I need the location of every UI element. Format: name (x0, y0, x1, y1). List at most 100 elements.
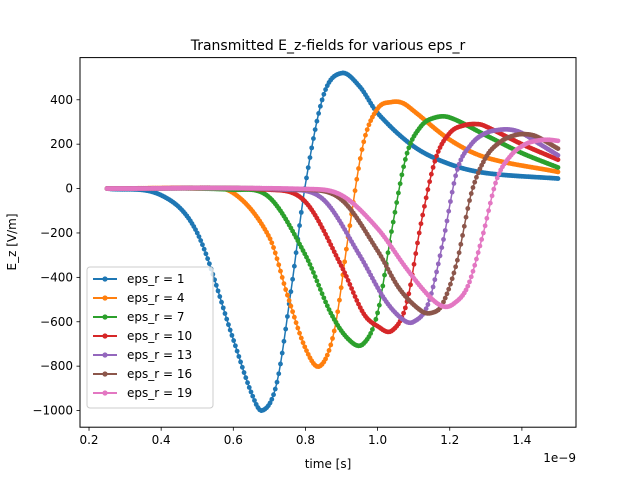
data-point (370, 327, 375, 332)
data-point (305, 165, 311, 171)
data-point (307, 155, 313, 161)
legend-item: eps_r = 19 (93, 386, 192, 400)
data-point (298, 209, 304, 215)
data-point (309, 266, 315, 271)
data-point (311, 270, 316, 275)
data-point (366, 122, 372, 128)
legend-marker (102, 333, 108, 339)
data-point (472, 262, 478, 268)
data-point (246, 385, 252, 390)
data-point (357, 156, 363, 161)
data-point (227, 327, 233, 333)
data-point (382, 272, 387, 278)
data-point (416, 230, 422, 236)
legend-marker (102, 295, 108, 301)
data-point (428, 171, 434, 177)
data-point (375, 310, 380, 316)
legend-label: eps_r = 13 (127, 348, 192, 362)
data-point (354, 176, 360, 182)
data-point (243, 375, 249, 381)
data-point (252, 398, 257, 403)
legend-label: eps_r = 16 (127, 367, 192, 381)
data-point (352, 188, 358, 194)
data-point (276, 262, 282, 268)
data-point (291, 314, 297, 320)
legend-label: eps_r = 7 (127, 310, 185, 324)
data-point (356, 166, 361, 171)
data-point (484, 215, 490, 221)
data-point (468, 274, 474, 280)
x-tick-label: 0.2 (79, 433, 98, 447)
data-point (396, 190, 401, 196)
data-point (435, 261, 441, 267)
data-point (468, 191, 474, 196)
data-point (444, 291, 450, 297)
data-point (283, 287, 289, 292)
data-point (324, 303, 330, 309)
data-point (349, 286, 354, 291)
data-point (283, 326, 289, 332)
data-point (319, 291, 325, 297)
data-point (493, 180, 498, 186)
x-tick-label: 1.0 (368, 433, 387, 447)
data-point (311, 136, 316, 141)
data-point (288, 303, 294, 309)
data-point (226, 322, 231, 328)
data-point (236, 354, 242, 359)
data-point (474, 256, 479, 262)
data-point (420, 212, 426, 218)
data-point (394, 200, 400, 205)
data-point (456, 161, 462, 167)
data-point (238, 359, 243, 365)
data-point (434, 269, 439, 275)
data-point (278, 268, 283, 274)
data-point (432, 158, 438, 164)
data-point (434, 153, 439, 159)
y-axis: −1000 −800 −600 −400 −200 0 200 400 (32, 93, 80, 418)
data-point (408, 282, 413, 288)
data-point (326, 348, 332, 353)
data-point (285, 314, 290, 319)
data-point (470, 185, 476, 190)
data-point (232, 343, 238, 349)
data-point (406, 291, 412, 297)
data-point (215, 288, 221, 294)
data-point (555, 176, 561, 181)
data-point (352, 294, 358, 299)
data-point (213, 282, 219, 288)
data-point (477, 166, 483, 172)
data-point (219, 299, 224, 305)
data-point (402, 157, 408, 162)
data-point (474, 174, 479, 180)
data-point (442, 228, 448, 233)
data-point (555, 152, 561, 158)
data-point (475, 250, 481, 255)
data-point (205, 256, 211, 262)
data-point (347, 223, 353, 229)
data-point (245, 380, 250, 386)
data-point (432, 277, 438, 283)
series-7 (104, 137, 561, 310)
data-point (435, 149, 441, 154)
data-point (288, 289, 294, 295)
data-point (411, 261, 417, 267)
y-tick-label: −400 (40, 270, 73, 284)
data-point (267, 400, 273, 406)
data-point (486, 208, 491, 214)
data-point (555, 165, 561, 170)
data-point (470, 268, 476, 274)
legend-item: eps_r = 10 (93, 329, 192, 343)
data-point (316, 282, 322, 288)
data-point (222, 311, 228, 316)
legend-marker (102, 352, 108, 358)
data-point (279, 274, 285, 280)
data-point (449, 189, 455, 195)
data-point (423, 195, 429, 201)
data-point (399, 172, 405, 178)
data-point (385, 250, 391, 256)
data-point (453, 264, 459, 270)
data-point (446, 286, 452, 292)
axes-frame (79, 57, 577, 428)
data-point (290, 309, 296, 315)
data-point (415, 240, 420, 246)
